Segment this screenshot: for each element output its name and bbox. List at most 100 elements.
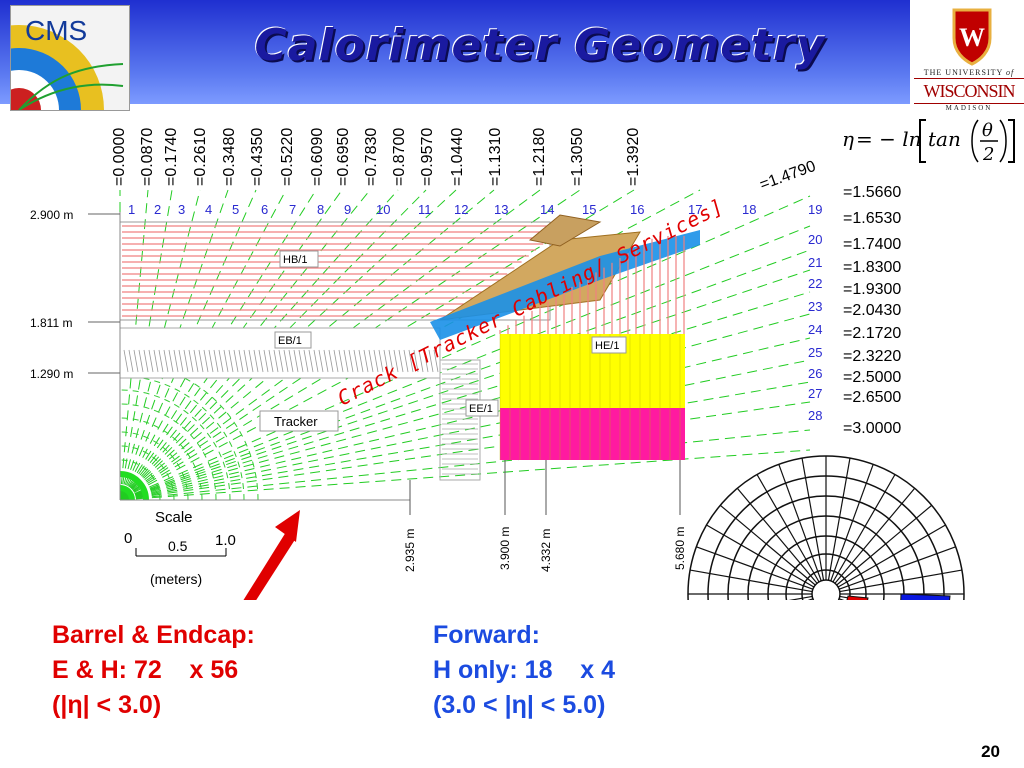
eta-top-label: =0.7830 bbox=[363, 128, 380, 186]
eta-top-label: =1.2180 bbox=[531, 128, 548, 186]
uw-text-sub: MADISON bbox=[945, 104, 993, 112]
eta-right-label: =2.0430 bbox=[843, 302, 902, 319]
svg-text:tan: tan bbox=[928, 127, 961, 151]
crack-band bbox=[430, 230, 700, 340]
eta-right-label: =2.1720 bbox=[843, 325, 902, 342]
tower-number: 1 bbox=[128, 202, 135, 217]
eta-top-label: =0.4350 bbox=[249, 128, 266, 186]
forward-note-line2: H only: 18 x 4 bbox=[433, 656, 616, 684]
uw-text-main: WISCONSIN bbox=[914, 78, 1024, 104]
tower-number-right: 23 bbox=[808, 299, 822, 314]
radius-1290: 1.290 m bbox=[30, 367, 73, 381]
eta-top-label: =1.3050 bbox=[569, 128, 586, 186]
tower-number-right: 27 bbox=[808, 386, 822, 401]
eta-top-label: =0.9570 bbox=[419, 128, 436, 186]
tower-number-right: 24 bbox=[808, 322, 822, 337]
cms-logo: CMS bbox=[10, 5, 130, 111]
label-he: HE/1 bbox=[595, 340, 619, 352]
eta-top-label: =0.3480 bbox=[221, 128, 238, 186]
eta-top-label: =0.6090 bbox=[309, 128, 326, 186]
eta-top-values: =0.0000 =0.0870 =0.1740 =0.2610 =0.3480 =0.43… bbox=[111, 128, 642, 186]
eta-top-label: =0.0000 bbox=[111, 128, 128, 186]
tower-number: 14 bbox=[540, 202, 554, 217]
eta-formula: η = − ln tan θ 2 bbox=[842, 112, 1020, 168]
ee-hatch bbox=[442, 363, 478, 475]
tower-number: 3 bbox=[178, 202, 185, 217]
tower-number: 4 bbox=[205, 202, 212, 217]
tower-number-right: 19 bbox=[808, 202, 822, 217]
crack-top bbox=[528, 214, 602, 247]
label-hb: HB/1 bbox=[283, 254, 307, 266]
tower-number: 8 bbox=[317, 202, 324, 217]
z-2935: 2.935 m bbox=[403, 529, 417, 572]
scale-zero: 0 bbox=[124, 530, 132, 547]
tower-number-right: 26 bbox=[808, 366, 822, 381]
eta-top-label: =0.5220 bbox=[279, 128, 296, 186]
region-labels: HB/1 EB/1 HE/1 EE/1 Tracker bbox=[259, 250, 627, 432]
tower-number-right: 22 bbox=[808, 276, 822, 291]
eta-top-label: =1.3920 bbox=[625, 128, 642, 186]
uw-text-top: THE UNIVERSITY of bbox=[923, 68, 1015, 77]
tower-number: 18 bbox=[742, 202, 756, 217]
eta-right-label: =2.6500 bbox=[843, 389, 902, 406]
tower-number-right: 28 bbox=[808, 408, 822, 423]
tower-numbers-right: 19 20 21 22 23 24 25 26 27 28 bbox=[808, 202, 822, 423]
z-4332: 4.332 m bbox=[539, 529, 553, 572]
tower-number: 13 bbox=[494, 202, 508, 217]
eta-right-label: =1.6530 bbox=[843, 210, 902, 227]
scale: Scale 0 0.5 1.0 (meters) bbox=[124, 509, 236, 587]
red-arrow-head bbox=[275, 510, 300, 542]
label-tracker: Tracker bbox=[274, 414, 318, 429]
he-grid bbox=[499, 334, 681, 460]
eb-hatch bbox=[123, 349, 439, 373]
radius-2900: 2.900 m bbox=[30, 208, 73, 222]
he-yellow-2 bbox=[500, 382, 685, 408]
he-magenta bbox=[500, 408, 685, 460]
svg-text:η: η bbox=[842, 127, 854, 151]
eta-top-label: =0.0870 bbox=[139, 128, 156, 186]
forward-calorimeter-grid bbox=[687, 455, 965, 600]
hb-stripes bbox=[122, 225, 548, 317]
tower-number: 17 bbox=[688, 202, 702, 217]
z-3900: 3.900 m bbox=[498, 527, 512, 570]
z-markers: 2.935 m 3.900 m 4.332 m 5.680 m bbox=[403, 460, 687, 572]
tower-number-right: 20 bbox=[808, 232, 822, 247]
scale-units: (meters) bbox=[150, 571, 202, 587]
tower-number: 10 bbox=[376, 202, 390, 217]
cms-logo-text: CMS bbox=[25, 15, 87, 46]
tower-number: 12 bbox=[454, 202, 468, 217]
he-stripes bbox=[499, 236, 685, 334]
barrel-note-line3: (|η| < 3.0) bbox=[52, 691, 162, 719]
header-bar bbox=[0, 0, 910, 104]
svg-text:θ: θ bbox=[982, 120, 993, 141]
barrel-note-line1: Barrel & Endcap: bbox=[52, 621, 255, 649]
eta-top-label: =1.1310 bbox=[487, 128, 504, 186]
tower-number: 7 bbox=[289, 202, 296, 217]
scale-title: Scale bbox=[155, 509, 193, 526]
tracker-arcs bbox=[119, 361, 259, 501]
svg-text:2: 2 bbox=[982, 144, 994, 165]
ee-region bbox=[439, 359, 481, 481]
radius-markers: 2.900 m 1.811 m 1.290 m bbox=[30, 208, 120, 381]
z-5680: 5.680 m bbox=[673, 527, 687, 570]
radius-1811: 1.811 m bbox=[30, 316, 72, 330]
forward-note: Forward: H only: 18 x 4 (3.0 < |η| < 5.0… bbox=[433, 618, 713, 723]
slide-title: Calorimeter Geometry bbox=[254, 20, 826, 71]
eta-top-label: =1.0440 bbox=[449, 128, 466, 186]
eta-right-label: =2.3220 bbox=[843, 348, 902, 365]
uw-crest-letter: W bbox=[959, 23, 985, 52]
eta-1479: =1.4790 bbox=[758, 158, 819, 194]
eta-right-label: =3.0000 bbox=[843, 420, 902, 437]
tower-number: 6 bbox=[261, 202, 268, 217]
tower-number-right: 25 bbox=[808, 345, 822, 360]
tower-numbers: 1 2 3 4 5 6 7 8 9 10 11 12 13 14 15 16 17 18 bbox=[128, 202, 756, 217]
eta-top-label: =0.6950 bbox=[335, 128, 352, 186]
eta-top-label: =0.8700 bbox=[391, 128, 408, 186]
tower-number: 11 bbox=[418, 202, 432, 217]
tower-number: 5 bbox=[232, 202, 239, 217]
label-eb: EB/1 bbox=[278, 335, 302, 347]
services-wedge bbox=[439, 231, 641, 321]
eta-right-label: =1.5660 bbox=[843, 184, 902, 201]
eta-top-label: =0.1740 bbox=[163, 128, 180, 186]
label-ee: EE/1 bbox=[469, 403, 493, 415]
